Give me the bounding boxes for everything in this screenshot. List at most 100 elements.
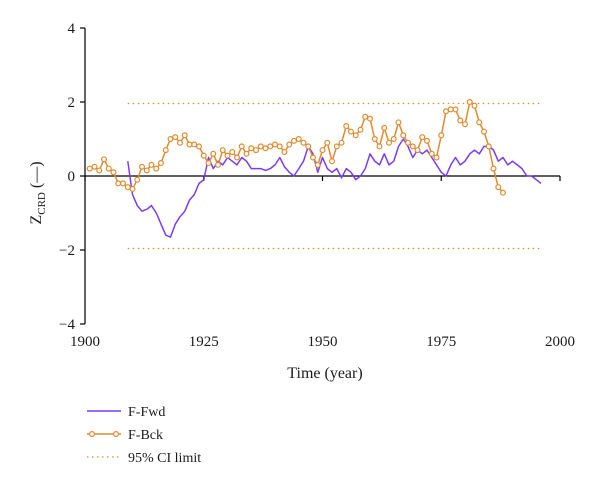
- data-point-f-bck: [471, 102, 478, 109]
- data-point-f-bck: [291, 137, 298, 144]
- y-axis-title-suffix: (—): [28, 161, 45, 192]
- data-point-f-bck: [462, 121, 469, 128]
- data-point-f-bck: [148, 161, 155, 168]
- data-point-f-bck: [295, 136, 302, 143]
- data-point-f-bck: [143, 167, 150, 174]
- y-tick-label: 2: [68, 95, 76, 111]
- data-point-f-bck: [96, 167, 103, 174]
- data-point-f-bck: [158, 160, 165, 167]
- data-point-f-bck: [86, 165, 93, 172]
- data-point-f-bck: [124, 184, 131, 191]
- data-point-f-bck: [243, 150, 250, 157]
- data-point-f-bck: [376, 143, 383, 150]
- data-point-f-bck: [229, 148, 236, 155]
- data-point-f-bck: [338, 139, 345, 146]
- data-point-f-bck: [357, 126, 364, 133]
- series-line-f-fwd: [127, 138, 542, 238]
- data-point-f-bck: [224, 152, 231, 159]
- data-point-f-bck: [129, 185, 136, 192]
- data-point-f-bck: [319, 147, 326, 154]
- y-tick-label: −2: [59, 243, 75, 259]
- data-point-f-bck: [443, 108, 450, 115]
- data-point-f-bck: [172, 134, 179, 141]
- data-point-f-bck: [381, 124, 388, 131]
- x-tick-label: 1975: [426, 334, 456, 350]
- data-point-f-bck: [300, 139, 307, 146]
- data-point-f-bck: [110, 169, 117, 176]
- data-point-f-bck: [177, 139, 184, 146]
- data-point-f-bck: [362, 113, 369, 120]
- data-point-f-bck: [333, 143, 340, 150]
- legend-label-f-bck: F-Bck: [128, 428, 163, 443]
- data-point-f-bck: [329, 158, 336, 165]
- data-point-f-bck: [476, 119, 483, 126]
- legend-label-95-ci-limit: 95% CI limit: [128, 451, 201, 466]
- y-axis-title-main: Z: [28, 215, 45, 225]
- data-point-f-bck: [234, 154, 241, 161]
- data-point-f-bck: [105, 165, 112, 172]
- data-point-f-bck: [495, 184, 502, 191]
- data-point-f-bck: [500, 189, 507, 196]
- data-point-f-bck: [452, 106, 459, 113]
- y-tick-label: 4: [68, 21, 76, 37]
- data-point-f-bck: [343, 123, 350, 130]
- data-point-f-bck: [352, 132, 359, 139]
- data-point-f-bck: [286, 141, 293, 148]
- data-point-f-bck: [262, 145, 269, 152]
- data-point-f-bck: [466, 98, 473, 105]
- legend-label-f-fwd: F-Fwd: [128, 405, 165, 420]
- x-tick-label: 1925: [189, 334, 219, 350]
- data-point-f-bck: [153, 165, 160, 172]
- data-point-f-bck: [414, 147, 421, 154]
- data-point-f-bck: [181, 132, 188, 139]
- series-group: [86, 98, 542, 238]
- data-point-f-bck: [314, 161, 321, 168]
- data-point-f-bck: [186, 141, 193, 148]
- data-point-f-bck: [238, 143, 245, 150]
- data-point-f-bck: [100, 156, 107, 163]
- legend-marker: [88, 431, 95, 438]
- data-point-f-bck: [438, 132, 445, 139]
- data-point-f-bck: [433, 154, 440, 161]
- data-point-f-bck: [196, 143, 203, 150]
- y-axis-title: ZCRD (—): [28, 161, 48, 224]
- data-point-f-bck: [409, 143, 416, 150]
- x-axis-title: Time (year): [287, 365, 362, 382]
- data-point-f-bck: [134, 176, 141, 183]
- data-point-f-bck: [405, 139, 412, 146]
- x-tick-label: 2000: [545, 334, 575, 350]
- data-point-f-bck: [115, 180, 122, 187]
- data-point-f-bck: [457, 117, 464, 124]
- y-tick-label: 0: [68, 169, 76, 185]
- legend: F-Fwd F-Bck 95% CI limit: [87, 405, 201, 466]
- data-point-f-bck: [481, 128, 488, 135]
- data-point-f-bck: [395, 119, 402, 126]
- data-point-f-bck: [91, 163, 98, 170]
- data-point-f-bck: [485, 143, 492, 150]
- data-point-f-bck: [257, 143, 264, 150]
- data-point-f-bck: [215, 161, 222, 168]
- data-point-f-bck: [276, 143, 283, 150]
- legend-marker: [112, 431, 119, 438]
- data-point-f-bck: [348, 128, 355, 135]
- data-point-f-bck: [272, 141, 279, 148]
- data-point-f-bck: [371, 136, 378, 143]
- data-point-f-bck: [119, 180, 126, 187]
- plot-area: 4 2 0 −2 −4 1900 1925 1950 1975 2000: [59, 21, 575, 350]
- data-point-f-bck: [210, 150, 217, 157]
- data-point-f-bck: [281, 148, 288, 155]
- x-tick-label: 1900: [70, 334, 100, 350]
- data-point-f-bck: [305, 143, 312, 150]
- data-point-f-bck: [310, 154, 317, 161]
- data-point-f-bck: [386, 139, 393, 146]
- data-point-f-bck: [162, 147, 169, 154]
- data-point-f-bck: [219, 147, 226, 154]
- data-point-f-bck: [267, 143, 274, 150]
- x-tick-label: 1950: [308, 334, 338, 350]
- data-point-f-bck: [139, 163, 146, 170]
- data-point-f-bck: [390, 136, 397, 143]
- data-point-f-bck: [419, 134, 426, 141]
- data-point-f-bck: [490, 165, 497, 172]
- data-point-f-bck: [167, 136, 174, 143]
